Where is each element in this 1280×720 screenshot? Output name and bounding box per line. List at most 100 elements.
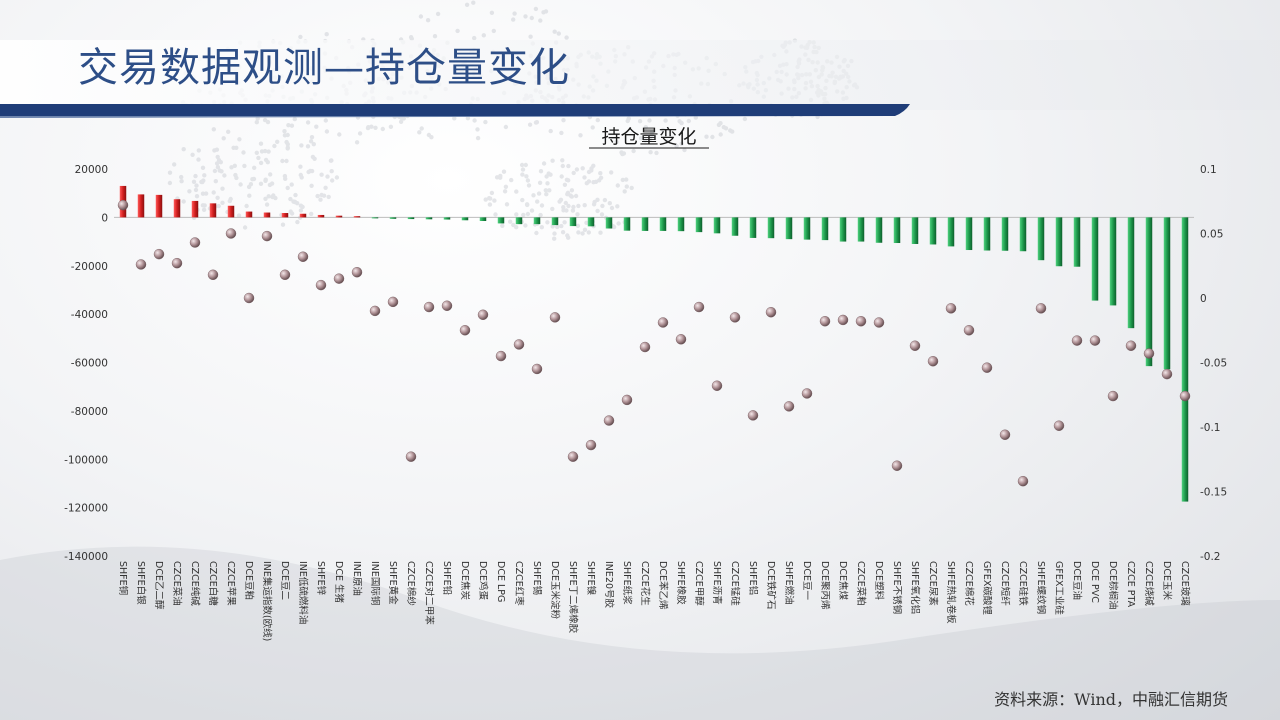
source-note: 资料来源：Wind，中融汇信期货: [994, 690, 1228, 709]
y-right-tick-label: 0.1: [1200, 164, 1217, 176]
dot-SHFE橡胶: [675, 334, 687, 345]
category-label: SHFE不锈钢: [891, 561, 903, 614]
dot-DCE LPG: [495, 350, 507, 362]
category-label: SHFE锌: [315, 561, 327, 596]
category-label: CZCE尿素: [927, 561, 939, 606]
bar-DCE 生猪: [335, 215, 343, 218]
bar-DCE豆油: [1073, 217, 1081, 267]
dot-SHFE热轧卷板: [945, 303, 957, 314]
dot-CZCE红枣: [513, 339, 525, 350]
category-label: CZCE花生: [639, 561, 651, 606]
dot-SHFE铅: [441, 300, 453, 311]
y-right-tick-label: 0.05: [1200, 229, 1223, 241]
bar-CZCE红枣: [515, 217, 523, 225]
category-label: SHFE锡: [531, 561, 543, 595]
category-label: CZCE PTA: [1125, 561, 1136, 608]
y-right-tick-label: -0.1: [1200, 422, 1221, 434]
y-left-tick-label: -80000: [71, 406, 108, 418]
bar-INE国际铜: [371, 217, 379, 219]
bar-DCE乙二醇: [155, 194, 163, 218]
category-label: DCE豆二: [279, 561, 290, 600]
category-label: SHFE氧化铝: [909, 561, 921, 614]
bar-DCE苯乙烯: [659, 217, 667, 231]
category-label: DCE铁矿石: [765, 561, 777, 609]
category-label: GFEX碳酸锂: [981, 561, 993, 615]
y-left-tick-label: -40000: [71, 309, 108, 321]
category-label: DCE聚丙烯: [819, 561, 831, 610]
bar-DCE LPG: [497, 217, 505, 224]
category-label: CZCE对二甲苯: [423, 561, 435, 625]
bar-SHFE铅: [443, 217, 451, 220]
category-label: INE集运指数(欧线): [261, 561, 273, 641]
bar-INE集运指数(欧线): [263, 212, 271, 218]
bar-SHFE热轧卷板: [947, 217, 955, 247]
bar-DCE塑料: [875, 217, 883, 243]
y-left-tick-label: -100000: [64, 454, 108, 466]
category-label: DCE玉米淀粉: [549, 561, 561, 619]
bar-CZCE硅铁: [1019, 217, 1027, 252]
bar-SHFE锌: [317, 214, 325, 218]
category-label: DCE PVC: [1089, 561, 1100, 603]
bar-GFEX碳酸锂: [983, 217, 991, 251]
dot-CZCE甲醇: [693, 301, 705, 313]
bar-INE20号胶: [605, 217, 613, 229]
position-change-chart: 持仓量变化 20000 0 -20000 -40000 -60000 -80000 -100…: [64, 126, 1227, 641]
y-right-tick-label: 0: [1200, 293, 1207, 305]
category-label: DCE焦煤: [837, 561, 849, 600]
dot-CZCE白糖: [207, 269, 219, 280]
bar-DCE豆一: [803, 217, 811, 240]
dot-SHFE燃油: [783, 401, 795, 412]
bar-GFEX工业硅: [1055, 217, 1063, 267]
dot-DCE豆油: [1071, 335, 1083, 346]
y-left-tick-label: -120000: [64, 503, 108, 515]
dot-CZCE PTA: [1125, 340, 1137, 351]
bar-CZCE棉纱: [407, 217, 415, 220]
category-label: INE国际铜: [369, 561, 381, 605]
page-title: 交易数据观测—持仓量变化: [78, 45, 570, 91]
bar-CZCE锰硅: [731, 217, 739, 236]
category-label: CZCE甲醇: [693, 561, 705, 606]
bar-SHFE不锈钢: [893, 217, 901, 244]
dot-DCE铁矿石: [765, 306, 777, 318]
category-label: DCE玉米: [1161, 561, 1173, 600]
category-label: CZCE苹果: [225, 561, 237, 606]
category-label: SHFE燃油: [783, 561, 795, 605]
bar-CZCE棉花: [965, 217, 973, 251]
category-label: DCE苯乙烯: [657, 561, 669, 610]
category-label: INE低硫燃料油: [297, 561, 309, 624]
category-label: INE原油: [351, 561, 363, 596]
category-label: CZCE棉纱: [405, 561, 417, 606]
bar-SHFE燃油: [785, 217, 793, 240]
chart-title: 持仓量变化: [601, 126, 696, 148]
dot-DCE棕榈油: [1107, 390, 1119, 402]
category-label: CZCE菜粕: [855, 561, 867, 606]
y-left-tick-label: -60000: [71, 358, 108, 370]
y-right-tick-label: -0.15: [1200, 487, 1227, 499]
category-label: DCE乙二醇: [153, 561, 165, 610]
bar-DCE棕榈油: [1109, 217, 1117, 306]
category-label: SHFE纸浆: [621, 561, 633, 605]
bar-CZCE花生: [641, 217, 649, 231]
category-label: DCE豆一: [801, 561, 812, 600]
bar-SHFE锡: [533, 217, 541, 225]
bar-CZCE白糖: [209, 203, 217, 218]
bar-SHFE螺纹钢: [1037, 217, 1045, 261]
bar-DCE玉米淀粉: [551, 217, 559, 226]
dot-DCE豆粕: [243, 292, 255, 304]
dot-GFEX碳酸锂: [981, 362, 993, 373]
bar-SHFE镍: [587, 217, 595, 227]
dot-DCE玉米淀粉: [549, 312, 561, 323]
dot-INE国际铜: [369, 305, 381, 317]
dot-SHFE丁二烯橡胶: [567, 451, 579, 462]
dot-DCE焦炭: [459, 325, 471, 336]
dot-CZCE花生: [639, 341, 651, 353]
category-label: CZCE红枣: [513, 561, 525, 606]
category-label: SHFE沥青: [711, 561, 723, 605]
dot-series: [117, 199, 1191, 487]
bar-CZCE苹果: [227, 205, 235, 218]
category-label: GFEX工业硅: [1053, 561, 1065, 615]
dot-CZCE硅铁: [1017, 475, 1029, 487]
category-label: DCE LPG: [495, 561, 506, 602]
category-label: CZCE玻璃: [1179, 561, 1191, 606]
category-label: DCE棕榈油: [1107, 561, 1119, 609]
